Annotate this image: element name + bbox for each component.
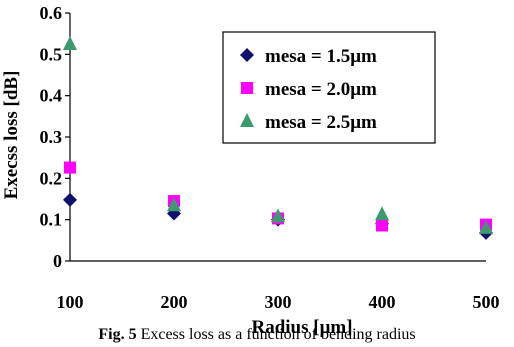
legend-label: mesa = 2.0μm [265,79,377,100]
data-point-triangle [167,197,181,212]
caption-prefix: Fig. 5 [98,326,137,343]
x-tick-label: 500 [473,292,500,312]
data-point-square [376,219,388,232]
x-tick-label: 300 [265,292,292,312]
legend-label: mesa = 1.5μm [265,46,377,67]
data-point-square [64,161,76,174]
legend: mesa = 1.5μm mesa = 2.0μm mesa = 2.5μm [222,31,436,144]
legend-box [222,31,436,144]
figure-caption: Fig. 5 Excess loss as a function of bend… [0,326,514,344]
x-tick-label: 400 [369,292,396,312]
legend-label: mesa = 2.5μm [265,112,377,133]
data-point-triangle [271,208,285,223]
x-tick-labels: 100 200 300 400 500 [57,292,500,312]
y-tick-label: 0.1 [40,210,63,230]
y-tick-label: 0.3 [40,127,63,147]
x-tick-label: 200 [161,292,188,312]
legend-marker-diamond [240,48,254,62]
y-axis-title: Execss loss [dB] [1,71,22,200]
data-point-diamond [63,192,77,207]
y-tick-label: 0.5 [40,44,63,64]
y-tick-label: 0.4 [40,86,63,106]
y-tick-label: 0.6 [40,3,63,23]
y-tick-label: 0.2 [40,168,63,188]
legend-marker-square [241,82,253,94]
x-tick-label: 100 [57,292,84,312]
y-tick-label: 0 [53,251,62,271]
data-point-triangle [375,206,389,221]
data-point-triangle [63,36,77,50]
data-point-triangle [479,219,493,234]
legend-marker-triangle [240,113,254,127]
data-points [63,36,493,240]
caption-text: Excess loss as a function of bending rad… [140,326,416,343]
axes [65,12,486,262]
y-tick-labels: 0 0.1 0.2 0.3 0.4 0.5 0.6 [40,3,63,271]
x-axis-title: Radius [μm] [251,317,352,338]
